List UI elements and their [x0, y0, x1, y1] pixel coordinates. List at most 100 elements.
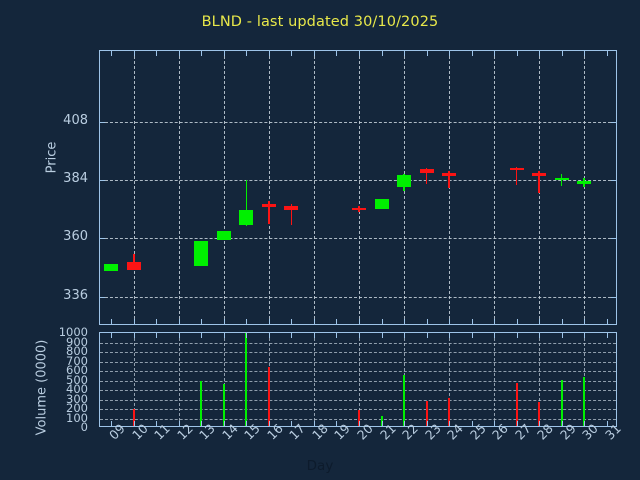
volume-bar[interactable]	[222, 384, 225, 426]
day-axis-tick	[404, 51, 406, 56]
day-axis-tick	[336, 333, 338, 338]
candlestick-wick	[448, 171, 450, 189]
day-axis-tick	[133, 319, 135, 324]
day-axis-tick	[223, 51, 225, 56]
day-axis-tick	[201, 333, 203, 338]
day-axis-tick	[359, 333, 360, 338]
volume-axis-tick-label: 1000	[58, 325, 88, 339]
candlestick-body	[577, 181, 592, 184]
day-axis-tick	[201, 319, 203, 324]
candlestick[interactable]	[100, 51, 616, 324]
day-axis-tick	[336, 319, 338, 324]
price-gridline	[100, 121, 616, 123]
volume-axis-tick-label: 600	[66, 363, 88, 377]
day-axis-tick	[246, 319, 248, 324]
day-axis-tick	[336, 421, 338, 426]
day-axis-tick	[539, 333, 541, 338]
candlestick-wick	[245, 179, 248, 227]
day-axis-tick	[494, 421, 496, 426]
candlestick-wick	[268, 200, 270, 224]
day-axis-tick	[223, 421, 225, 426]
candlestick[interactable]	[100, 51, 616, 324]
candlestick[interactable]	[100, 51, 616, 324]
price-axis-tick	[611, 296, 616, 298]
day-axis-tick	[156, 421, 158, 426]
day-axis-tick	[471, 319, 473, 324]
day-gridline	[133, 51, 135, 324]
day-gridline	[359, 333, 360, 426]
candlestick[interactable]	[100, 51, 616, 324]
volume-axis-tick-label: 0	[80, 420, 88, 434]
day-axis-tick	[449, 421, 451, 426]
day-gridline	[313, 333, 315, 426]
day-axis-tick	[111, 421, 113, 426]
day-axis-tick	[426, 421, 428, 426]
volume-bar[interactable]	[448, 398, 451, 426]
candlestick[interactable]	[100, 51, 616, 324]
day-gridline	[268, 51, 270, 324]
day-axis-tick	[494, 319, 496, 324]
volume-bar[interactable]	[132, 408, 135, 426]
candlestick[interactable]	[100, 51, 616, 324]
day-axis-tick	[516, 333, 518, 338]
price-axis-tick	[100, 179, 105, 181]
candlestick[interactable]	[100, 51, 616, 324]
day-axis-tick	[561, 421, 563, 426]
day-axis-tick	[516, 319, 518, 324]
candlestick[interactable]	[100, 51, 616, 324]
volume-bar[interactable]	[583, 376, 586, 426]
volume-gridline	[100, 390, 616, 391]
volume-plot-area	[100, 333, 616, 426]
volume-bar[interactable]	[200, 381, 203, 426]
day-axis-tick	[111, 333, 113, 338]
day-axis-tick	[246, 421, 248, 426]
day-axis-tick	[539, 51, 541, 56]
candlestick-body	[442, 172, 457, 177]
day-axis-tick	[291, 421, 293, 426]
day-axis-tick	[359, 319, 360, 324]
candlestick[interactable]	[100, 51, 616, 324]
day-gridline	[178, 51, 180, 324]
day-axis-tick	[584, 51, 586, 56]
day-axis-tick	[178, 333, 180, 338]
candlestick-wick	[290, 204, 293, 225]
day-axis-tick	[336, 51, 338, 56]
price-axis-tick-label: 408	[63, 112, 88, 128]
day-axis-tick	[449, 51, 451, 56]
day-axis-tick	[291, 319, 293, 324]
candlestick[interactable]	[100, 51, 616, 324]
volume-bar[interactable]	[425, 401, 428, 426]
day-axis-tick	[178, 421, 180, 426]
day-axis-tick	[291, 333, 293, 338]
price-axis-tick	[100, 296, 105, 298]
candlestick-body	[532, 172, 547, 177]
candlestick[interactable]	[100, 51, 616, 324]
candlestick[interactable]	[100, 51, 616, 324]
day-axis-tick	[313, 333, 315, 338]
volume-bar[interactable]	[380, 415, 383, 426]
day-axis-tick	[268, 319, 270, 324]
day-axis-tick	[561, 333, 563, 338]
day-gridline	[494, 51, 496, 324]
volume-bar[interactable]	[403, 374, 406, 426]
candlestick-body	[352, 207, 366, 211]
candlestick-body	[554, 177, 569, 181]
candlestick[interactable]	[100, 51, 616, 324]
volume-axis-tick-label: 200	[66, 401, 88, 415]
volume-bar[interactable]	[560, 380, 563, 426]
candlestick[interactable]	[100, 51, 616, 324]
volume-bar[interactable]	[245, 333, 248, 426]
volume-bar[interactable]	[538, 402, 541, 426]
volume-bar[interactable]	[267, 367, 270, 426]
volume-gridline	[100, 342, 616, 344]
volume-bar[interactable]	[515, 383, 518, 426]
candlestick[interactable]	[100, 51, 616, 324]
price-axis-tick-label: 336	[63, 287, 88, 303]
day-gridline	[494, 333, 496, 426]
day-axis-tick	[133, 333, 135, 338]
volume-bar[interactable]	[358, 409, 360, 426]
candlestick[interactable]	[100, 51, 616, 324]
day-axis-tick	[381, 319, 383, 324]
price-axis-tick	[611, 121, 616, 123]
volume-axis-tick-label: 700	[66, 353, 88, 368]
